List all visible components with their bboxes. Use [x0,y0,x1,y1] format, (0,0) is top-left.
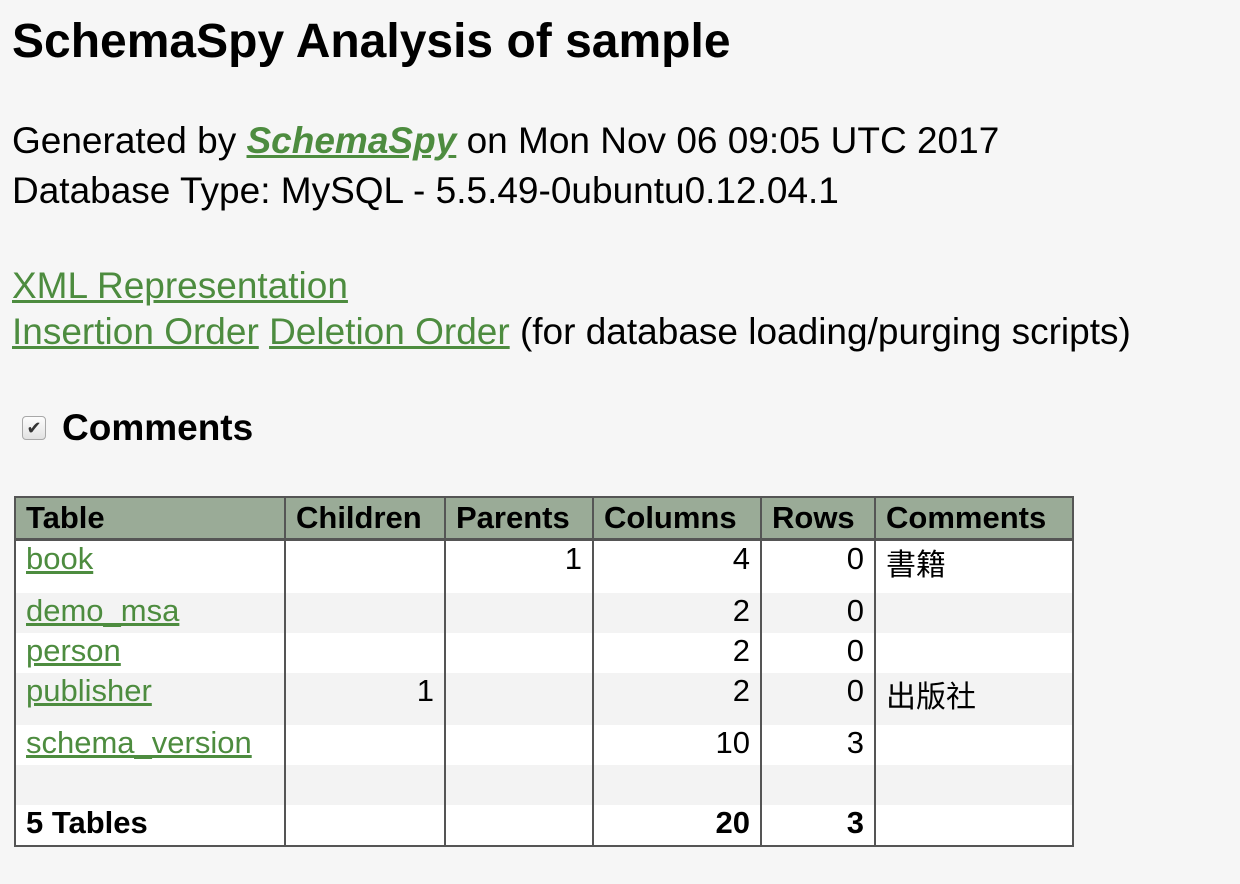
totals-row: 5 Tables 20 3 [14,805,1074,847]
rows-count: 0 [760,673,876,725]
xml-representation-link[interactable]: XML Representation [12,265,348,306]
columns-count: 10 [592,725,762,765]
columns-count: 4 [592,539,762,593]
columns-count: 2 [592,633,762,673]
table-row: schema_version 10 3 [14,725,1074,765]
tables-summary: Table Children Parents Columns Rows Comm… [14,496,1074,847]
columns-count: 2 [592,673,762,725]
comments-label: Comments [62,407,254,448]
rows-count: 0 [760,633,876,673]
generated-line: Generated by SchemaSpy on Mon Nov 06 09:… [12,116,999,166]
total-rows: 3 [760,805,876,847]
total-tables-label: 5 Tables [14,805,286,847]
table-row: publisher 1 2 0 出版社 [14,673,1074,725]
header-children[interactable]: Children [284,496,446,541]
rows-count: 3 [760,725,876,765]
table-row: person 2 0 [14,633,1074,673]
generation-info: Generated by SchemaSpy on Mon Nov 06 09:… [12,116,999,216]
children-count [284,633,446,673]
table-comment: 出版社 [886,680,976,715]
children-count [284,539,446,593]
parents-count [444,593,594,633]
children-count [284,725,446,765]
comments-checkbox[interactable]: ✔ [22,416,46,440]
table-link-demo-msa[interactable]: demo_msa [26,593,180,628]
table-link-person[interactable]: person [26,633,121,668]
spacer-row [14,765,1074,805]
schemaspy-link[interactable]: SchemaSpy [246,120,457,161]
table-row: book 1 4 0 書籍 [14,539,1074,593]
parents-count [444,725,594,765]
database-type: Database Type: MySQL - 5.5.49-0ubuntu0.1… [12,170,839,211]
header-rows[interactable]: Rows [760,496,876,541]
total-columns: 20 [592,805,762,847]
table-comment: 書籍 [886,548,946,583]
children-count [284,593,446,633]
header-table[interactable]: Table [14,496,286,541]
parents-count [444,633,594,673]
parents-count [444,673,594,725]
insertion-order-link[interactable]: Insertion Order [12,311,259,352]
children-count: 1 [284,673,446,725]
generated-date: on Mon Nov 06 09:05 UTC 2017 [466,120,1000,161]
table-link-publisher[interactable]: publisher [26,673,152,708]
table-link-schema-version[interactable]: schema_version [26,725,252,760]
parents-count: 1 [444,539,594,593]
generated-prefix: Generated by [12,120,237,161]
table-row: demo_msa 2 0 [14,593,1074,633]
rows-count: 0 [760,593,876,633]
deletion-order-link[interactable]: Deletion Order [269,311,510,352]
header-parents[interactable]: Parents [444,496,594,541]
table-link-book[interactable]: book [26,541,94,576]
table-header-row: Table Children Parents Columns Rows Comm… [14,496,1074,541]
columns-count: 2 [592,593,762,633]
header-columns[interactable]: Columns [592,496,762,541]
header-comments[interactable]: Comments [874,496,1074,541]
rows-count: 0 [760,539,876,593]
comments-toggle[interactable]: ✔ Comments [20,405,253,451]
page-title: SchemaSpy Analysis of sample [12,15,731,68]
export-links: XML Representation Insertion Order Delet… [12,263,1131,355]
links-note: (for database loading/purging scripts) [519,311,1131,352]
